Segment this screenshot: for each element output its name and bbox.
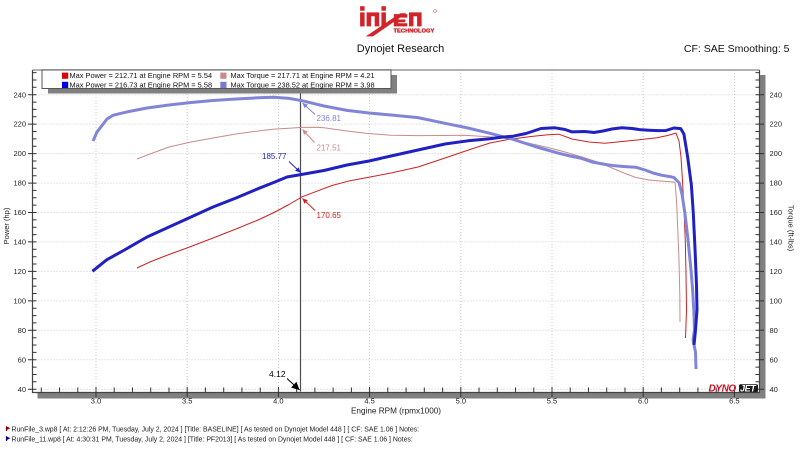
svg-text:100: 100	[770, 297, 783, 306]
svg-text:220: 220	[770, 120, 783, 129]
svg-text:RunFile_3.wp8 [ At: 2:12:26 PM: RunFile_3.wp8 [ At: 2:12:26 PM, Tuesday,…	[12, 427, 420, 434]
svg-text:80: 80	[18, 326, 26, 335]
svg-text:200: 200	[13, 149, 26, 158]
svg-text:Max Torque = 238.52 at Engine: Max Torque = 238.52 at Engine RPM = 3.98	[231, 80, 375, 89]
svg-text:120: 120	[770, 267, 783, 276]
svg-text:240: 240	[770, 90, 783, 99]
svg-text:Torque (ft-lbs): Torque (ft-lbs)	[787, 205, 796, 252]
svg-text:120: 120	[13, 267, 26, 276]
svg-text:160: 160	[13, 208, 26, 217]
svg-text:240: 240	[13, 90, 26, 99]
svg-text:40: 40	[770, 385, 778, 394]
svg-text:160: 160	[770, 208, 783, 217]
svg-text:217.51: 217.51	[317, 144, 342, 153]
svg-text:170.65: 170.65	[317, 211, 342, 220]
svg-text:Max Power = 216.73 at Engine R: Max Power = 216.73 at Engine RPM = 5.58	[70, 80, 213, 89]
svg-text:60: 60	[18, 355, 26, 364]
svg-text:5.5: 5.5	[547, 397, 557, 406]
svg-text:6.0: 6.0	[638, 397, 648, 406]
svg-text:4.0: 4.0	[273, 397, 283, 406]
svg-text:40: 40	[18, 385, 26, 394]
svg-text:Max Torque = 217.71 at Engine: Max Torque = 217.71 at Engine RPM = 4.21	[231, 71, 375, 80]
svg-text:Power (hp): Power (hp)	[2, 207, 11, 244]
svg-text:220: 220	[13, 120, 26, 129]
svg-text:JET: JET	[740, 383, 757, 393]
svg-text:DYNO: DYNO	[709, 384, 737, 395]
svg-text:200: 200	[770, 149, 783, 158]
svg-text:Engine RPM (rpmx1000): Engine RPM (rpmx1000)	[351, 407, 441, 416]
svg-text:4.5: 4.5	[364, 397, 374, 406]
svg-text:Dynojet Research: Dynojet Research	[357, 43, 444, 55]
svg-text:Max Power = 212.71 at Engine R: Max Power = 212.71 at Engine RPM = 5.54	[70, 71, 213, 80]
svg-text:80: 80	[770, 326, 778, 335]
svg-text:6.5: 6.5	[729, 397, 739, 406]
svg-text:180: 180	[13, 179, 26, 188]
svg-text:RunFile_11.wp8 [ At: 4:30:31 P: RunFile_11.wp8 [ At: 4:30:31 PM, Tuesday…	[12, 437, 413, 444]
svg-text:100: 100	[13, 297, 26, 306]
svg-text:4.12: 4.12	[269, 369, 286, 379]
svg-text:CF: SAE Smoothing: 5: CF: SAE Smoothing: 5	[684, 43, 790, 55]
svg-text:60: 60	[770, 355, 778, 364]
svg-text:TECHNOLOGY: TECHNOLOGY	[394, 28, 435, 34]
svg-text:140: 140	[13, 238, 26, 247]
svg-text:3.5: 3.5	[182, 397, 192, 406]
svg-text:236.81: 236.81	[317, 114, 342, 123]
svg-text:3.0: 3.0	[91, 397, 101, 406]
svg-text:140: 140	[770, 238, 783, 247]
svg-text:180: 180	[770, 179, 783, 188]
svg-text:5.0: 5.0	[456, 397, 466, 406]
svg-text:185.77: 185.77	[262, 152, 287, 161]
